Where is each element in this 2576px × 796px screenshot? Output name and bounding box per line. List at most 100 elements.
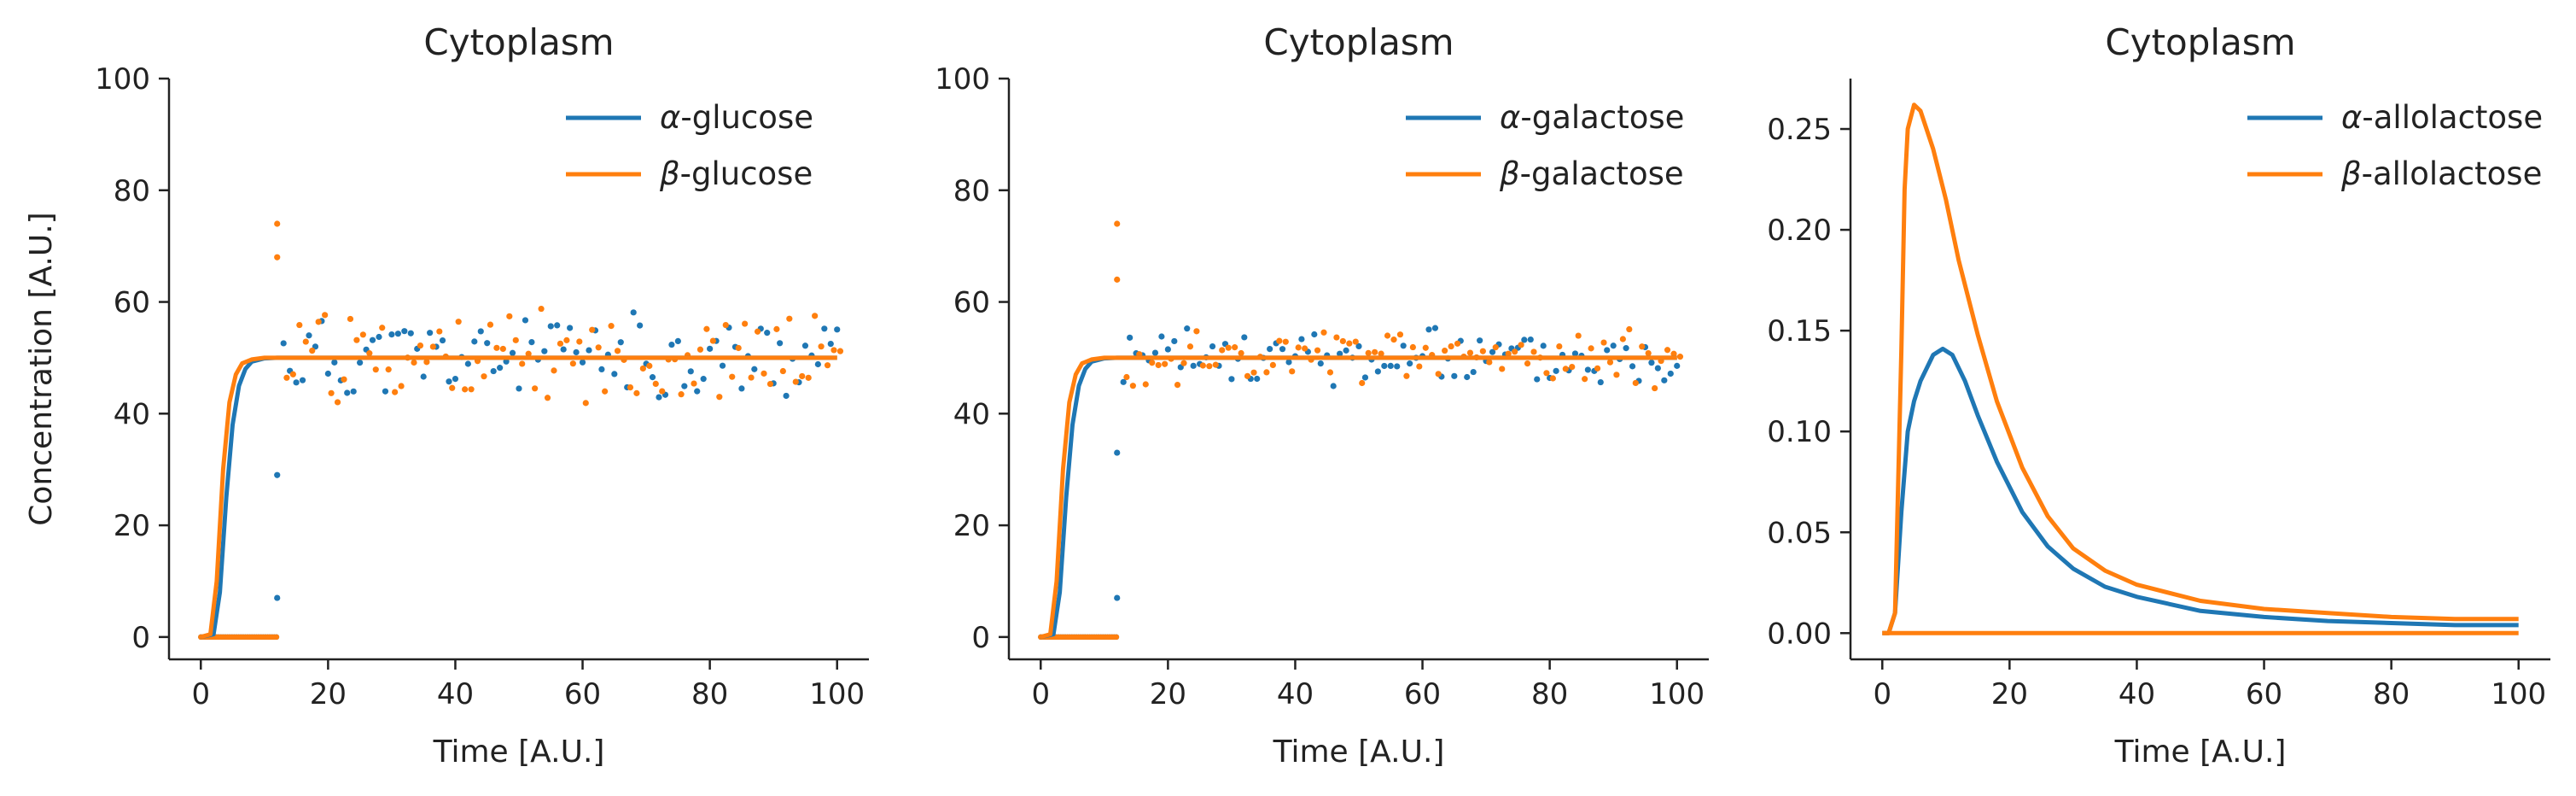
sample-point	[341, 376, 347, 383]
sample-point	[1390, 337, 1397, 343]
sample-point	[516, 385, 522, 392]
sample-point	[1403, 372, 1410, 379]
sample-point	[1486, 359, 1493, 366]
sample-point	[528, 338, 535, 346]
sample-point	[309, 347, 316, 354]
sample-point	[1279, 346, 1286, 353]
sample-point	[1171, 337, 1178, 345]
sample-point	[347, 315, 354, 323]
sample-point	[595, 344, 602, 351]
sample-point	[738, 385, 745, 392]
x-tick-label: 60	[1404, 677, 1441, 711]
sample-point	[1114, 449, 1121, 456]
sample-point	[551, 367, 557, 374]
sample-point	[1164, 346, 1171, 353]
x-tick-label: 80	[1531, 677, 1568, 711]
sample-point	[1113, 634, 1120, 641]
chart-panel-1: Cytoplasm 0 20 40 60 80 100 0 20 40 60 80 100 Time [A…	[24, 21, 869, 770]
sample-point	[630, 309, 637, 316]
sample-point	[687, 368, 694, 375]
sample-point	[324, 370, 331, 378]
sample-point	[579, 359, 586, 366]
sample-point	[1180, 360, 1187, 366]
chart-panel-3: Cytoplasm 0 20 40 60 80 100 0.00 0.05 0.10 0.15 0.2…	[1767, 21, 2550, 770]
sample-point	[824, 362, 831, 369]
sample-point	[617, 339, 624, 346]
sample-point	[1263, 369, 1270, 376]
sample-point	[1600, 339, 1607, 346]
sample-point	[1645, 349, 1652, 357]
sample-point	[1407, 360, 1413, 367]
sample-point	[1597, 378, 1604, 386]
sample-point	[1448, 342, 1454, 350]
sample-point	[1346, 340, 1353, 347]
sample-point	[1250, 369, 1257, 376]
sample-point	[376, 333, 382, 341]
sample-point	[1241, 334, 1248, 341]
x-tick-label: 100	[1649, 677, 1705, 711]
sample-point	[1416, 363, 1423, 370]
sample-point	[1648, 360, 1655, 366]
sample-point	[1206, 363, 1213, 370]
sample-point	[452, 375, 459, 383]
sample-point	[1320, 329, 1327, 336]
sample-point	[586, 347, 592, 354]
x-tick-label: 40	[437, 677, 474, 711]
sample-point	[1400, 342, 1407, 349]
sample-point	[827, 340, 834, 348]
sample-point	[322, 312, 329, 319]
y-tick-label: 0.00	[1767, 617, 1832, 651]
sample-point	[1232, 344, 1238, 351]
sample-point	[1613, 372, 1620, 378]
sample-point	[1343, 347, 1349, 354]
sample-point	[563, 337, 570, 343]
sample-point	[503, 358, 510, 365]
y-tick-label: 0.25	[1767, 113, 1832, 147]
sample-point	[1582, 376, 1588, 383]
sample-point	[1355, 342, 1362, 349]
sample-point	[637, 322, 644, 329]
x-axis-label: Time [A.U.]	[2114, 735, 2287, 770]
legend-label: α-galactose	[1500, 99, 1684, 136]
sample-point	[1209, 342, 1216, 350]
sample-point	[1664, 347, 1671, 354]
sample-point	[509, 349, 516, 356]
y-tick-label: 80	[953, 174, 990, 208]
sample-point	[681, 383, 688, 389]
sample-point	[1311, 331, 1318, 338]
sample-point	[1524, 360, 1531, 367]
sample-point	[1610, 342, 1617, 349]
sample-point	[497, 365, 504, 372]
sample-point	[602, 388, 609, 395]
sample-point	[1623, 345, 1629, 352]
sample-point	[639, 365, 646, 372]
sample-point	[598, 366, 605, 373]
sample-point	[283, 374, 290, 381]
sample-point	[1269, 361, 1276, 368]
sample-point	[1378, 350, 1384, 357]
legend-text: -galactose	[1520, 155, 1684, 192]
legend-text: -allolactose	[2362, 99, 2543, 136]
sample-point	[674, 337, 681, 345]
sample-point	[1667, 370, 1674, 378]
sample-point	[582, 400, 589, 407]
sample-point	[411, 359, 417, 366]
sample-point	[1512, 348, 1518, 355]
sample-point	[468, 386, 475, 393]
sample-point	[1674, 362, 1681, 369]
sample-point	[1374, 368, 1381, 375]
sample-point	[703, 325, 710, 332]
legend-greek: α	[2341, 99, 2362, 136]
sample-point	[812, 313, 819, 319]
sample-point	[1372, 348, 1378, 355]
sample-point	[315, 319, 322, 325]
sample-point	[306, 332, 312, 339]
y-tick-label: 60	[953, 286, 990, 320]
sample-point	[1435, 371, 1442, 378]
sample-point	[522, 317, 529, 324]
y-tick-label: 0	[131, 621, 150, 655]
sample-point	[748, 374, 755, 381]
sample-point	[1409, 343, 1416, 351]
y-tick-label: 0.10	[1767, 415, 1832, 449]
